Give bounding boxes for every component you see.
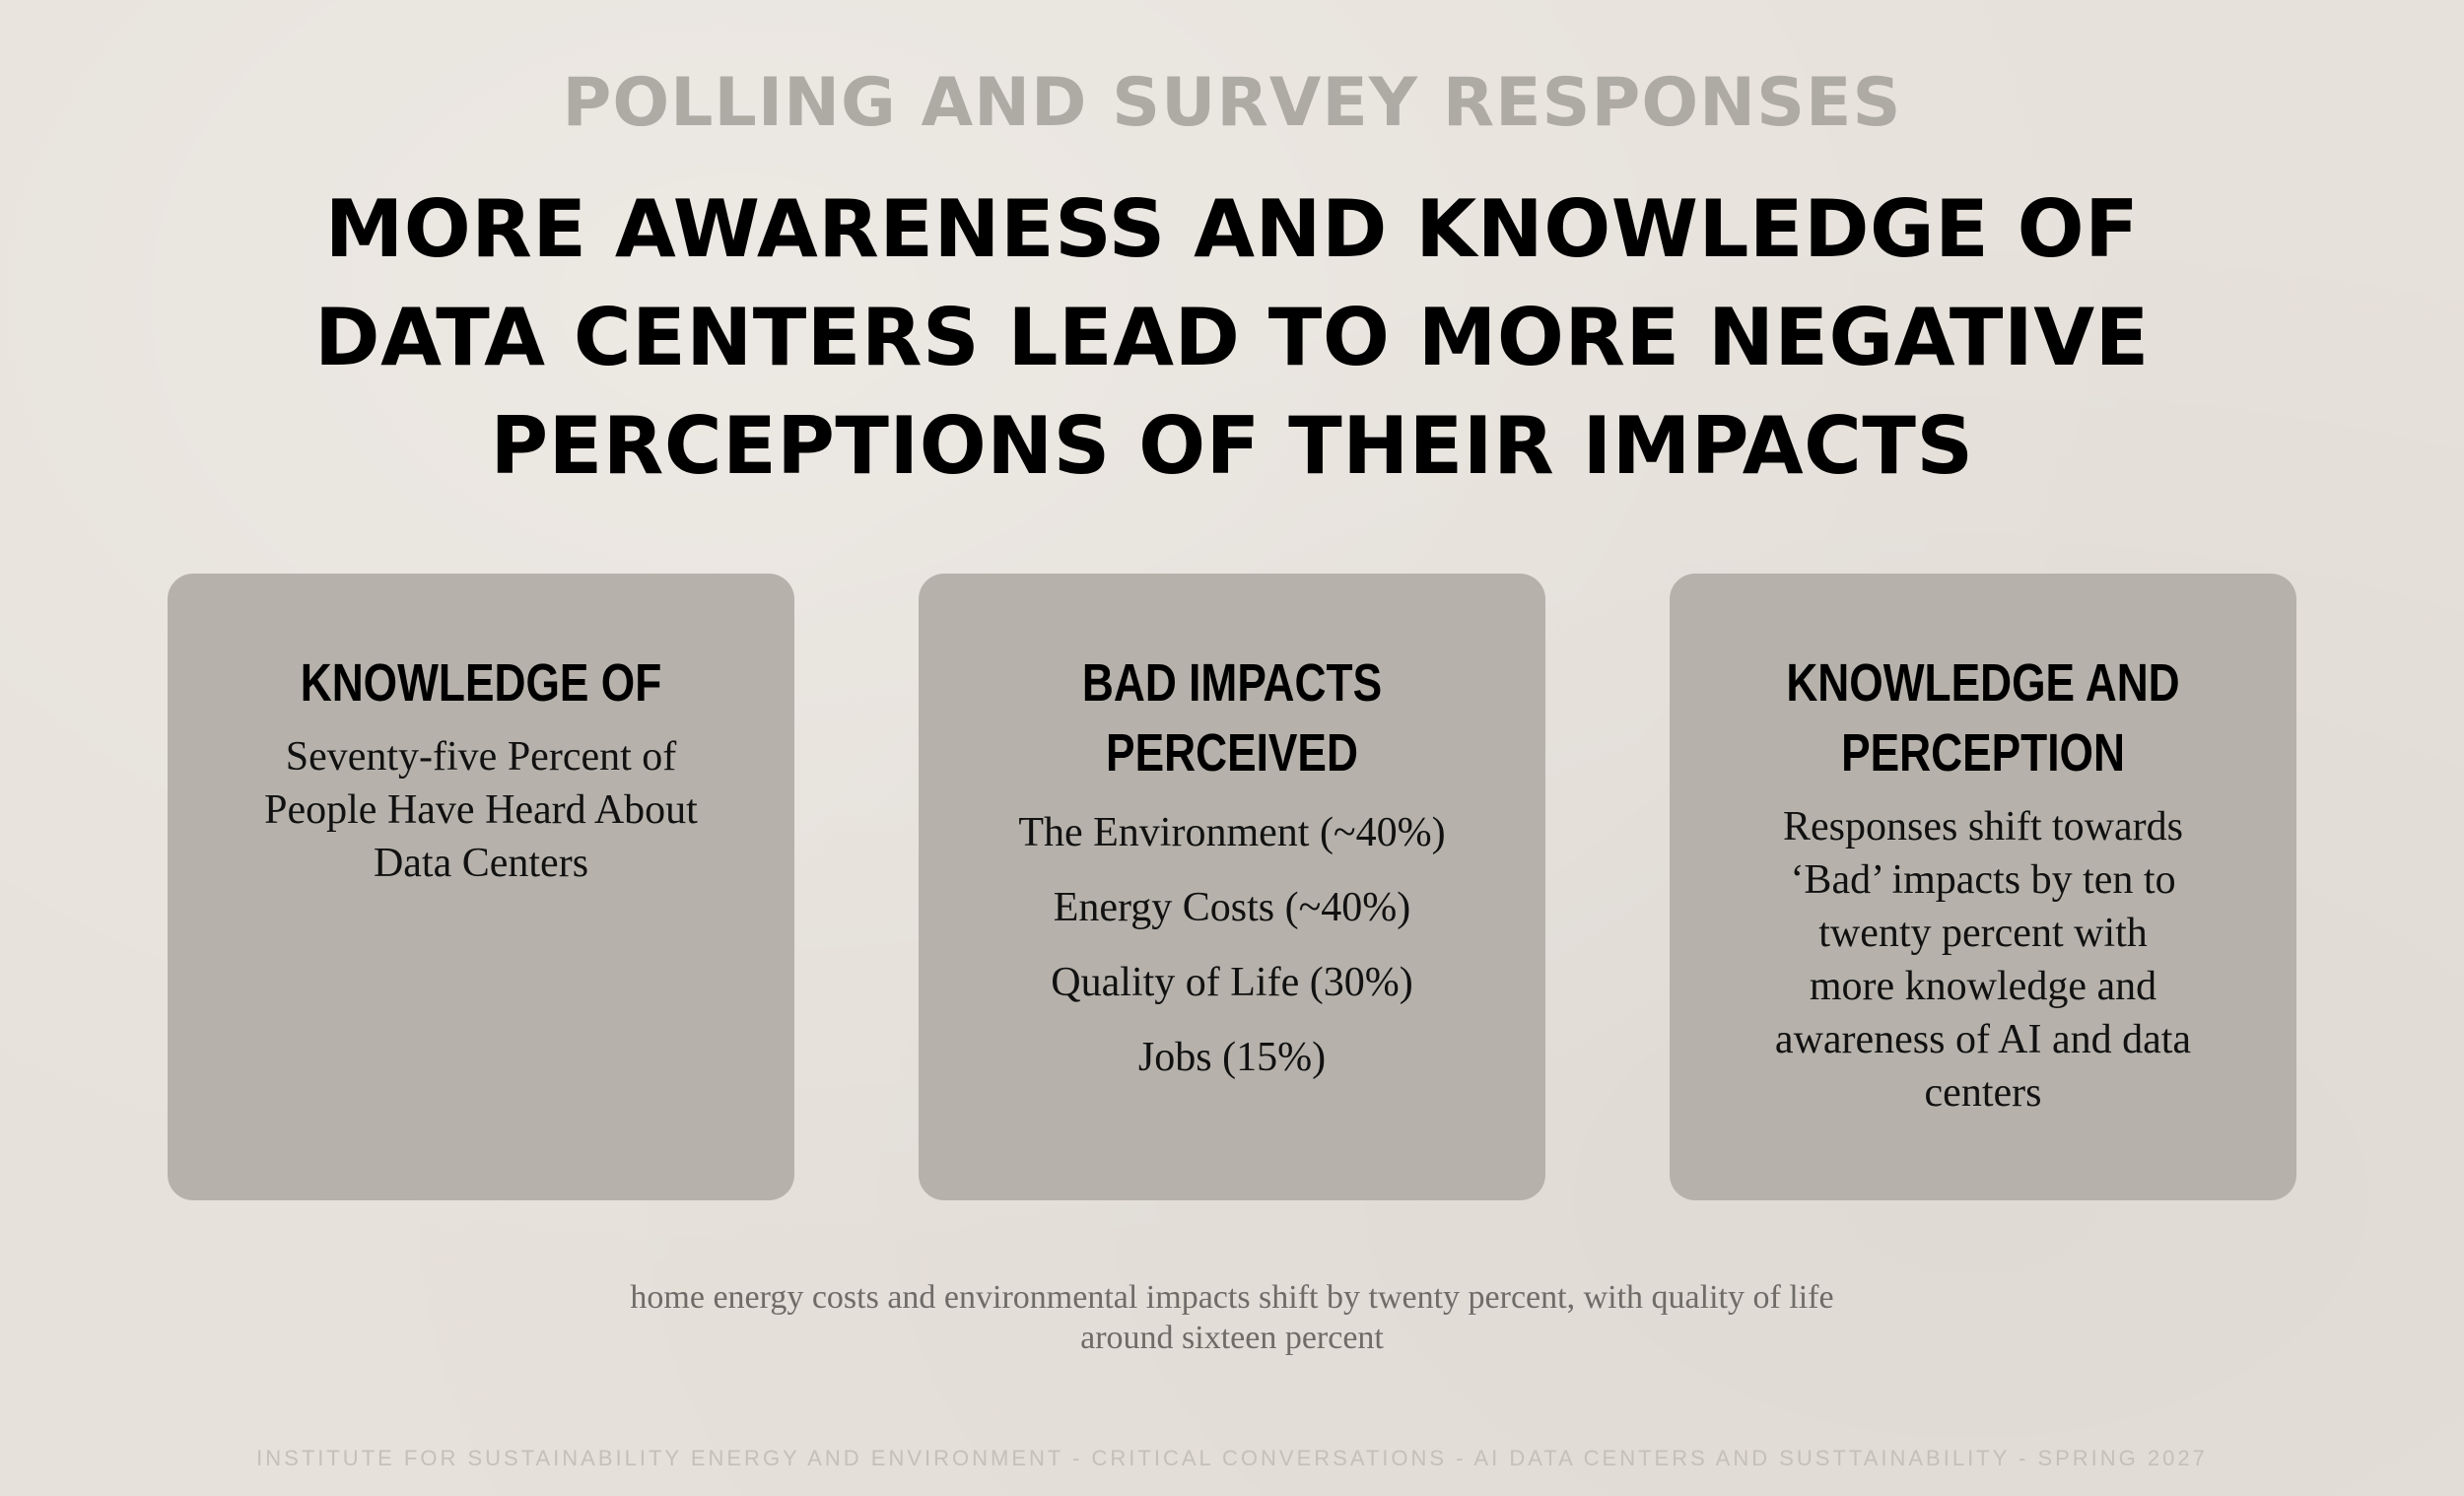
card-knowledge: KNOWLEDGE OF Seventy-five Percent of Peo… — [168, 574, 794, 1200]
card-body-line: ‘Bad’ impacts by ten to — [1790, 857, 2176, 903]
impact-item: The Environment (~40%) — [1018, 810, 1446, 855]
card-title-line: KNOWLEDGE OF — [300, 653, 662, 713]
caption-line: around sixteen percent — [1080, 1320, 1384, 1356]
card-body: Responses shift towards ‘Bad’ impacts by… — [1717, 800, 2249, 1120]
slide-caption: home energy costs and environmental impa… — [493, 1277, 1971, 1358]
slide-headline: MORE AWARENESS AND KNOWLEDGE OF DATA CEN… — [246, 175, 2218, 501]
card-bad-impacts: BAD IMPACTS PERCEIVED The Environment (~… — [919, 574, 1545, 1200]
card-title: BAD IMPACTS PERCEIVED — [965, 648, 1498, 788]
card-body: Seventy-five Percent of People Have Hear… — [215, 730, 747, 890]
impact-item: Jobs (15%) — [1137, 1035, 1327, 1080]
card-body-line: Seventy-five Percent of — [285, 734, 677, 780]
card-title: KNOWLEDGE OF — [214, 648, 747, 718]
headline-line: PERCEPTIONS OF THEIR IMPACTS — [490, 400, 1974, 492]
impact-list: The Environment (~40%) Energy Costs (~40… — [966, 806, 1498, 1084]
card-body-line: more knowledge and — [1809, 964, 2157, 1009]
card-knowledge-perception: KNOWLEDGE AND PERCEPTION Responses shift… — [1670, 574, 2296, 1200]
card-body-line: centers — [1924, 1070, 2042, 1116]
card-body-line: Responses shift towards — [1783, 804, 2183, 850]
card-title: KNOWLEDGE AND PERCEPTION — [1716, 648, 2249, 788]
headline-line: DATA CENTERS LEAD TO MORE NEGATIVE — [314, 292, 2150, 383]
card-title-line: PERCEPTION — [1841, 723, 2125, 782]
card-body-line: twenty percent with — [1818, 911, 2148, 956]
card-body-line: Data Centers — [373, 841, 589, 886]
card-title-line: PERCEIVED — [1106, 723, 1358, 782]
impact-item: Quality of Life (30%) — [1051, 960, 1413, 1005]
slide-footer: INSTITUTE FOR SUSTAINABILITY ENERGY AND … — [256, 1446, 2208, 1470]
card-title-line: BAD IMPACTS — [1081, 653, 1383, 713]
card-body-line: awareness of AI and data — [1774, 1017, 2192, 1062]
card-body-line: People Have Heard About — [264, 787, 698, 833]
headline-line: MORE AWARENESS AND KNOWLEDGE OF — [324, 183, 2140, 275]
impact-item: Energy Costs (~40%) — [1053, 885, 1411, 930]
card-title-line: KNOWLEDGE AND — [1786, 653, 2180, 713]
caption-line: home energy costs and environmental impa… — [630, 1279, 1834, 1316]
section-kicker: POLLING AND SURVEY RESPONSES — [562, 64, 1902, 142]
